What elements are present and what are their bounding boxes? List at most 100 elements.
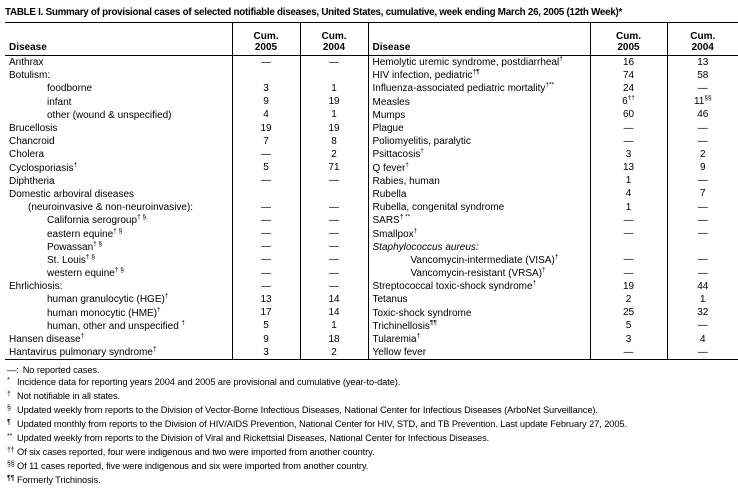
year-label: 2004 — [691, 42, 714, 53]
footnote-symbol: ** — [7, 433, 13, 441]
cum-2004-value: 1 — [666, 293, 738, 307]
cum-2005-value: 16 — [589, 55, 667, 70]
cum-2004-value: — — [299, 201, 368, 215]
disease-label: Poliomyelitis, paralytic — [367, 135, 590, 149]
disease-label: Brucellosis — [9, 123, 58, 135]
cum-2005-value: — — [231, 267, 300, 281]
cum-2005-value: 5 — [589, 319, 667, 333]
footnote-text: Of 11 cases reported, five were indigeno… — [17, 461, 369, 472]
column-header-cum-2004-left: Cum. 2004 — [299, 22, 368, 56]
disease-label: Smallpox† — [367, 227, 590, 241]
cum-2005-value: 19 — [589, 280, 667, 294]
disease-label: Diphtheria — [9, 175, 55, 187]
footnote-symbol: ¶ — [7, 419, 11, 427]
cum-2005-value: 7 — [231, 135, 300, 149]
cum-2005-value: 3 — [231, 346, 300, 360]
column-header-cum-2005-left: Cum. 2005 — [231, 22, 300, 56]
cum-2004-value: — — [299, 267, 368, 281]
disease-label: Ehrlichiosis: — [9, 281, 63, 293]
disease-label: eastern equine† § — [47, 227, 123, 240]
cum-2004-value: 7 — [666, 187, 738, 202]
cum-2005-value: 13 — [231, 293, 300, 307]
footnote-marker: † — [554, 253, 559, 261]
disease-label: Staphylococcus aureus: — [367, 240, 590, 254]
table-row: infant 9 19 Measles 6†† 11§§ — [5, 94, 738, 109]
cum-2005-value: — — [231, 55, 300, 70]
cum-2005-value: — — [231, 240, 300, 254]
table-row: Hansen disease† 9 18 Tularemia† 3 4 — [5, 332, 738, 347]
cum-2004-value: — — [666, 267, 738, 281]
cum-2005-value: — — [231, 174, 300, 188]
cum-2005-value: 74 — [589, 69, 667, 83]
footnote-symbol: § — [7, 405, 11, 413]
cum-2005-value: — — [589, 346, 667, 360]
footnote-marker: † § — [93, 240, 103, 248]
table-title: TABLE I. Summary of provisional cases of… — [5, 7, 623, 18]
cum-2004-value: — — [299, 214, 368, 228]
footnote-text: Of six cases reported, four were indigen… — [17, 447, 375, 458]
table-row: (neuroinvasive & non-neuroinvasive): — — Ru… — [5, 201, 738, 215]
table-row: California serogroup† § — — SARS† ** — — — [5, 214, 738, 228]
table-row: human, other and unspecified † 5 1 Trichine… — [5, 319, 738, 333]
year-label: 2005 — [254, 42, 278, 53]
cum-2005-value — [231, 187, 300, 202]
table-row: Ehrlichiosis: — — Streptococcal toxic-shock… — [5, 280, 738, 294]
footnote-marker: † — [152, 346, 157, 353]
footnote: §§ Of 11 cases reported, five were indige… — [5, 460, 738, 474]
year-label: 2005 — [617, 42, 640, 53]
disease-label: Streptococcal toxic-shock syndrome† — [367, 280, 590, 294]
disease-label: Hansen disease† — [9, 332, 85, 346]
cum-2005-value: 17 — [231, 306, 300, 320]
cum-2005-value: 9 — [231, 332, 300, 347]
table-row: Botulism: HIV infection, pediatric†¶ 74 58 — [5, 69, 738, 83]
disease-label: Rabies, human — [367, 174, 590, 188]
cum-2005-value: 13 — [589, 161, 667, 175]
table-row: Anthrax — — Hemolytic uremic syndrome, post… — [5, 55, 738, 70]
footnotes: —: No reported cases. * Incidence data for … — [5, 364, 738, 488]
disease-label: Toxic-shock syndrome — [367, 306, 590, 320]
table-row: Cholera —2 Psittacosis† 3 2 — [5, 148, 738, 162]
disease-label: Mumps — [367, 108, 590, 122]
cum-2005-value: 5 — [231, 319, 300, 333]
footnote-marker: † — [181, 319, 186, 327]
cum-2005-value: 9 — [231, 95, 300, 109]
footnote-marker: † — [80, 332, 85, 340]
cum-2004-value: 2 — [299, 148, 368, 162]
footnote-marker: †† — [627, 94, 635, 102]
footnote: * Incidence data for reporting years 2004… — [5, 376, 738, 390]
cum-2004-value: 2 — [299, 346, 368, 360]
disease-label: California serogroup† § — [47, 214, 147, 227]
cum-2005-value — [231, 69, 300, 83]
table-row: Chancroid 7 8 Poliomyelitis, paralytic — — — [5, 135, 738, 149]
cum-2004-value: — — [666, 121, 738, 136]
cum-2004-value: — — [299, 280, 368, 294]
disease-label: human monocytic (HME)† — [47, 306, 161, 319]
footnote-marker: † § — [137, 214, 147, 222]
cum-2005-value: — — [589, 253, 667, 267]
cum-2004-value: 19 — [299, 95, 368, 109]
disease-label: Trichinellosis¶¶ — [367, 319, 590, 333]
footnote-symbol: §§ — [7, 461, 15, 469]
year-label: 2004 — [322, 42, 346, 53]
cum-2004-value: 14 — [299, 306, 368, 320]
footnote-marker: † § — [114, 267, 124, 274]
footnote-marker: † — [413, 227, 418, 235]
disease-label: Anthrax — [9, 57, 44, 69]
cum-2004-value: — — [666, 82, 738, 96]
table-row: Powassan† § — — Staphylococcus aureus: — [5, 240, 738, 254]
cum-2005-value: 25 — [589, 306, 667, 320]
footnote: †† Of six cases reported, four were indig… — [5, 446, 738, 460]
disease-label: Rubella — [367, 187, 590, 202]
cum-2004-value: 1 — [299, 319, 368, 333]
footnote-marker: † — [405, 161, 409, 169]
footnote-marker: † — [420, 148, 424, 156]
cum-2004-value: 58 — [666, 69, 738, 83]
footnote-text: Updated weekly from reports to the Divis… — [17, 405, 598, 416]
cum-2004-value — [666, 240, 738, 254]
disease-label: Yellow fever — [367, 346, 590, 360]
footnote-symbol: ¶¶ — [7, 475, 15, 483]
cum-2005-value: 1 — [589, 201, 667, 215]
disease-label: Influenza-associated pediatric mortality… — [367, 82, 590, 96]
footnote-symbol: —: — [7, 365, 19, 376]
cum-2005-value: 2 — [589, 293, 667, 307]
